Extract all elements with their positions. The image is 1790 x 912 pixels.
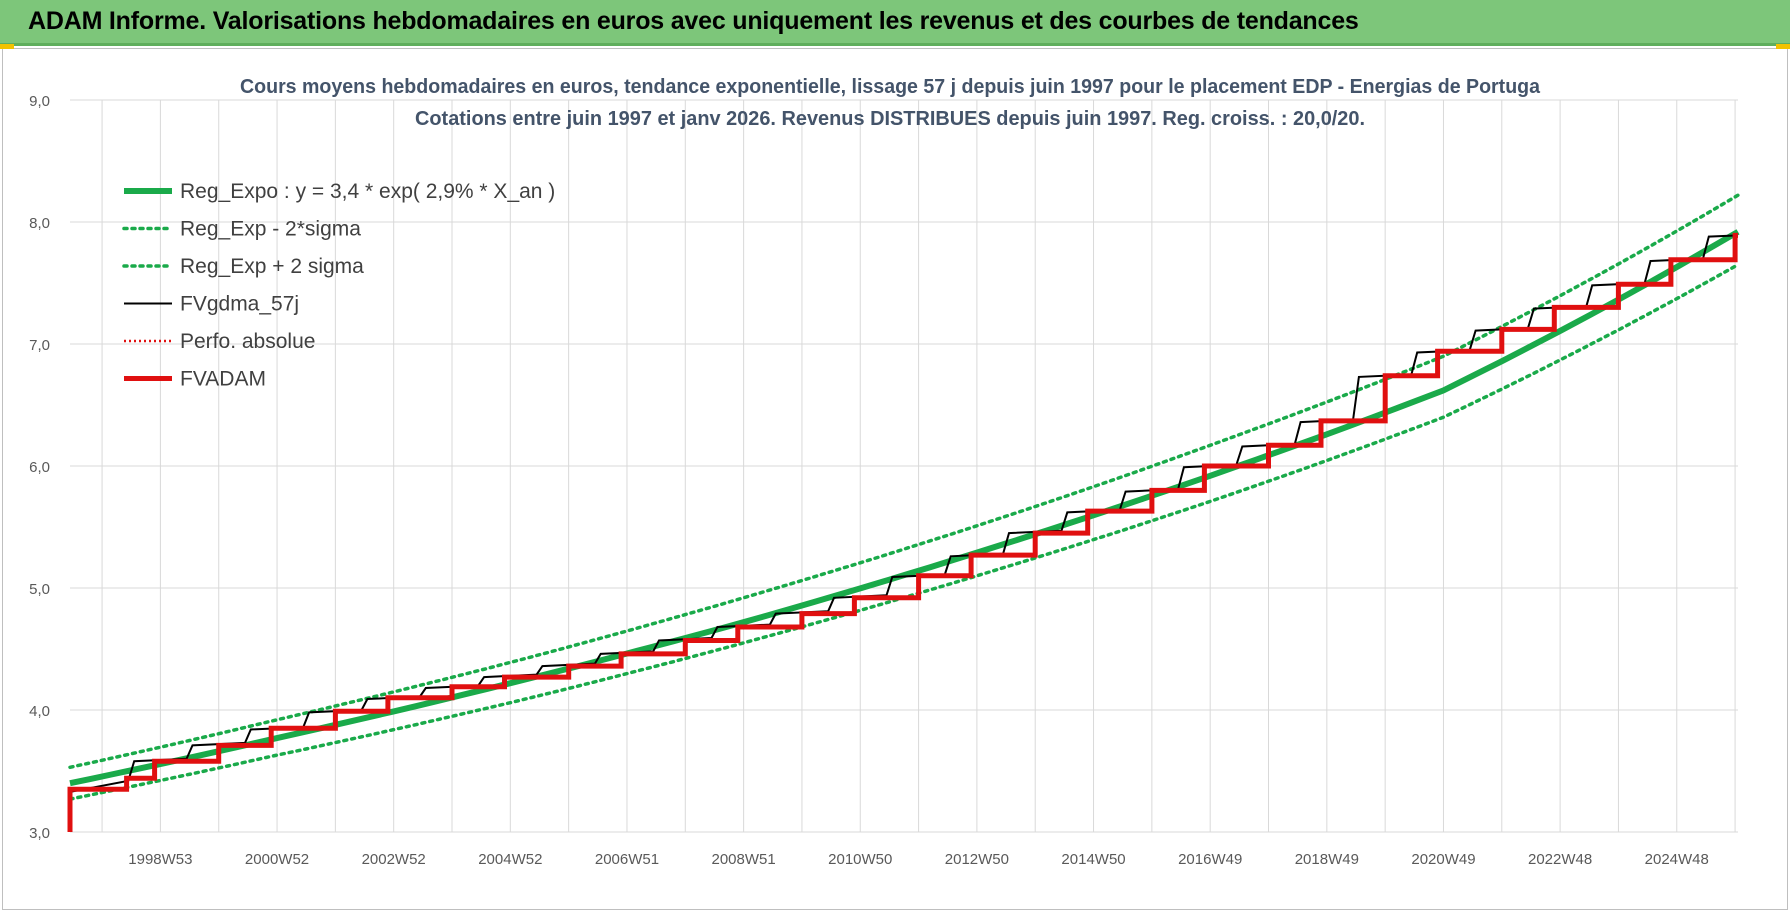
banner-title: ADAM Informe. Valorisations hebdomadaire… — [28, 7, 1359, 35]
x-tick-label: 2020W49 — [1411, 851, 1475, 868]
chart-title-line1: Cours moyens hebdomadaires en euros, ten… — [240, 76, 1541, 98]
y-tick-label: 3,0 — [29, 825, 50, 842]
x-tick-label: 2008W51 — [712, 851, 776, 868]
legend-label: Perfo. absolue — [180, 330, 315, 353]
series-line-2 — [68, 262, 1740, 801]
series-line-3 — [68, 193, 1740, 770]
x-tick-label: 2022W48 — [1528, 851, 1592, 868]
x-tick-label: 1998W53 — [128, 851, 192, 868]
y-tick-label: 6,0 — [29, 459, 50, 476]
y-tick-label: 8,0 — [29, 215, 50, 232]
x-tick-label: 2002W52 — [362, 851, 426, 868]
chart-legend: Reg_Expo : y = 3,4 * exp( 2,9% * X_an ) R… — [122, 180, 555, 391]
frame-corner-marker — [0, 44, 14, 49]
y-tick-label: 9,0 — [29, 93, 50, 110]
x-tick-label: 2012W50 — [945, 851, 1009, 868]
x-tick-label: 2018W49 — [1295, 851, 1359, 868]
legend-label: FVgdma_57j — [180, 293, 299, 316]
chart-frame — [2, 48, 1788, 910]
x-tick-label: 2004W52 — [478, 851, 542, 868]
data-series — [67, 193, 1740, 833]
x-tick-label: 2024W48 — [1645, 851, 1709, 868]
y-tick-label: 4,0 — [29, 703, 50, 720]
x-tick-label: 2016W49 — [1178, 851, 1242, 868]
y-tick-label: 5,0 — [29, 581, 50, 598]
x-tick-label: 2014W50 — [1061, 851, 1125, 868]
grid-lines — [70, 99, 1738, 833]
series-line-1 — [69, 229, 1740, 787]
legend-label: Reg_Exp + 2 sigma — [180, 255, 364, 278]
legend-label: Reg_Expo : y = 3,4 * exp( 2,9% * X_an ) — [180, 180, 555, 203]
legend-label: FVADAM — [180, 368, 266, 391]
legend-label: Reg_Exp - 2*sigma — [180, 218, 361, 241]
series-line-6 — [67, 232, 1738, 832]
frame-corner-marker — [1776, 44, 1790, 49]
x-tick-label: 2000W52 — [245, 851, 309, 868]
series-line-4 — [69, 234, 1739, 833]
chart-title-line2: Cotations entre juin 1997 et janv 2026. … — [415, 108, 1365, 130]
report-banner: ADAM Informe. Valorisations hebdomadaire… — [0, 0, 1790, 46]
axis-labels: 3,0 4,0 5,0 6,0 7,0 8,0 9,0 1998W53 2000W52 2002W… — [29, 93, 1709, 868]
y-tick-label: 7,0 — [29, 337, 50, 354]
x-tick-label: 2006W51 — [595, 851, 659, 868]
x-tick-label: 2010W50 — [828, 851, 892, 868]
